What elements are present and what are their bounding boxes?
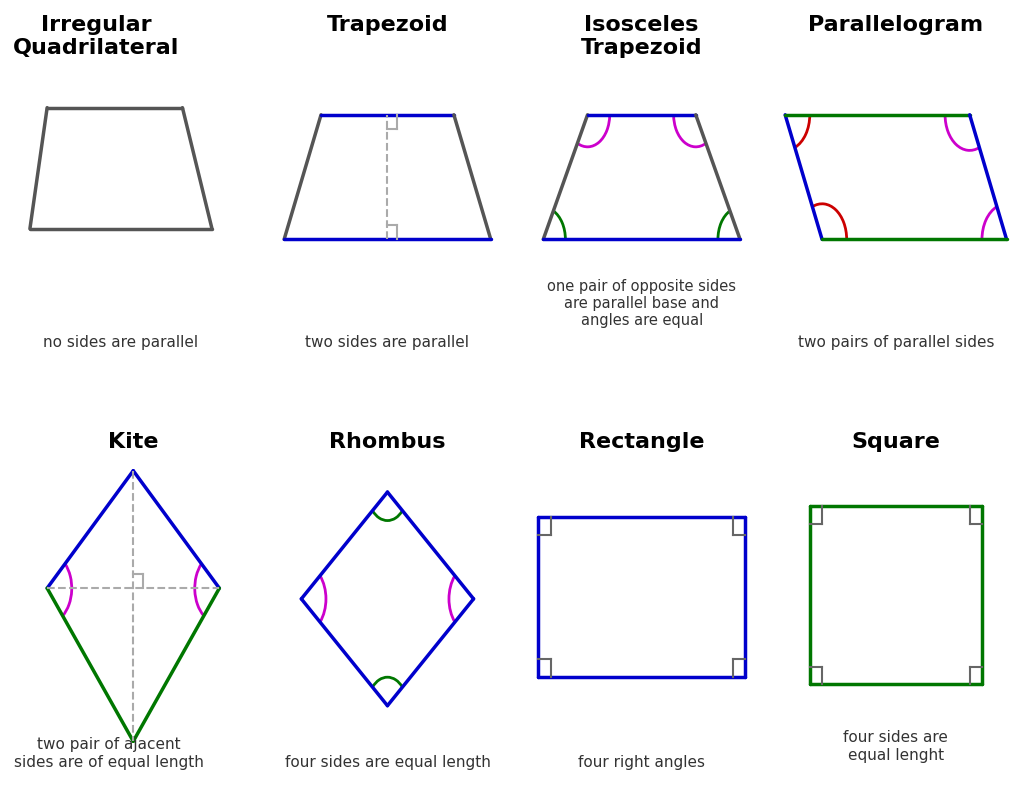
Text: Irregular
Quadrilateral: Irregular Quadrilateral bbox=[13, 15, 179, 58]
Text: Isosceles
Trapezoid: Isosceles Trapezoid bbox=[581, 15, 702, 58]
Text: one pair of opposite sides
are parallel base and
angles are equal: one pair of opposite sides are parallel … bbox=[547, 278, 736, 328]
Text: Rectangle: Rectangle bbox=[579, 431, 705, 451]
Text: Trapezoid: Trapezoid bbox=[327, 15, 449, 35]
Text: Parallelogram: Parallelogram bbox=[808, 15, 983, 35]
Text: two pair of ajacent
sides are of equal length: two pair of ajacent sides are of equal l… bbox=[13, 738, 204, 770]
Text: Square: Square bbox=[851, 431, 940, 451]
Text: no sides are parallel: no sides are parallel bbox=[43, 334, 199, 350]
Text: four right angles: four right angles bbox=[579, 754, 706, 770]
Text: four sides are
equal lenght: four sides are equal lenght bbox=[844, 730, 948, 762]
Text: Rhombus: Rhombus bbox=[329, 431, 445, 451]
Text: two pairs of parallel sides: two pairs of parallel sides bbox=[798, 334, 994, 350]
Text: Kite: Kite bbox=[108, 431, 159, 451]
Text: four sides are equal length: four sides are equal length bbox=[285, 754, 490, 770]
Text: two sides are parallel: two sides are parallel bbox=[305, 334, 469, 350]
